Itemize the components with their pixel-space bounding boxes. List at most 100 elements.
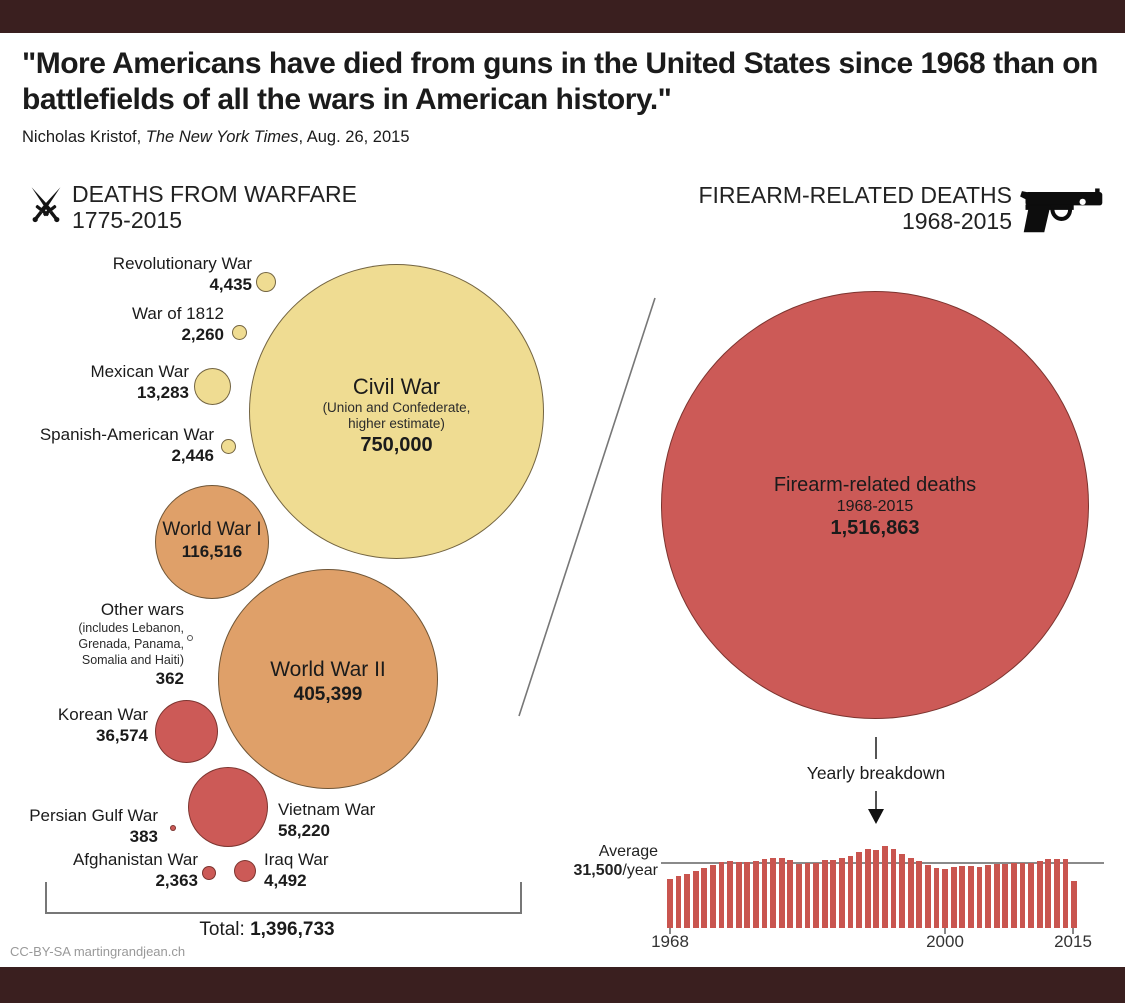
- year-bar-1970: [684, 873, 690, 928]
- war-value: 13,283: [137, 383, 189, 402]
- war-value: 405,399: [293, 684, 363, 705]
- year-bar-1996: [907, 857, 914, 928]
- war-name: World War I: [162, 519, 262, 540]
- war-name: Spanish-American War: [39, 425, 214, 444]
- year-bar-2000: [942, 868, 948, 928]
- label-iraq-war: Iraq War 4,492: [264, 849, 329, 891]
- yearly-breakdown-label: Yearly breakdown: [806, 763, 946, 783]
- bubble-persian-gulf-war: [170, 825, 176, 831]
- firearm-bubble-period: 1968-2015: [836, 498, 914, 515]
- war-value: 750,000: [360, 434, 433, 456]
- war-name: Afghanistan War: [72, 850, 198, 869]
- axis-label-2015: 2015: [1054, 932, 1092, 951]
- war-name: World War II: [270, 658, 386, 681]
- year-bar-2007: [1002, 863, 1009, 928]
- year-bar-1978: [753, 860, 759, 928]
- attribution-date: , Aug. 26, 2015: [298, 128, 410, 146]
- axis-label-1968: 1968: [651, 932, 689, 951]
- year-bar-2015: [1071, 880, 1077, 928]
- firearm-period: 1968-2015: [902, 208, 1012, 234]
- firearm-bubble-name: Firearm-related deaths: [773, 474, 977, 496]
- year-bar-1995: [899, 853, 905, 928]
- bubble-world-war-1: [155, 485, 269, 599]
- year-bar-1980: [770, 858, 776, 928]
- label-afghanistan-war: Afghanistan War 2,363: [73, 849, 198, 891]
- label-war-of-1812: War of 1812 2,260: [132, 303, 224, 345]
- label-world-war-1: World War I 116,516: [152, 519, 272, 563]
- bubble-other-wars: [187, 635, 193, 641]
- year-bar-1968: [667, 878, 673, 928]
- bubble-iraq-war: [234, 860, 256, 882]
- firearm-header: FIREARM-RELATED DEATHS 1968-2015: [698, 182, 1012, 234]
- war-value: 2,260: [181, 325, 224, 344]
- average-value: 31,500: [573, 862, 623, 879]
- year-bar-1969: [675, 876, 682, 928]
- war-name: War of 1812: [132, 304, 224, 323]
- yearly-bar-chart: [667, 828, 1079, 928]
- war-name: Vietnam War: [278, 800, 376, 819]
- war-note: (includes Lebanon,: [78, 621, 184, 635]
- year-bar-1975: [727, 860, 733, 928]
- year-bar-1979: [761, 859, 768, 928]
- year-bar-1976: [735, 861, 742, 928]
- warfare-title: DEATHS FROM WARFARE: [72, 181, 357, 207]
- label-revolutionary-war: Revolutionary War 4,435: [113, 253, 252, 295]
- average-suffix: /year: [622, 862, 658, 879]
- year-bar-1972: [701, 867, 708, 928]
- year-bar-1984: [804, 863, 811, 928]
- year-bar-2014: [1062, 858, 1069, 928]
- year-bar-1994: [890, 848, 897, 928]
- axis-tick-2000: [944, 928, 946, 934]
- bubble-mexican-war: [194, 368, 231, 405]
- war-value: 116,516: [181, 542, 243, 561]
- bubble-afghanistan-war: [202, 866, 216, 880]
- credit-license: CC-BY-SA martingrandjean.ch: [10, 944, 186, 959]
- war-name: Civil War: [352, 374, 441, 399]
- bubble-revolutionary-war: [256, 272, 276, 292]
- label-vietnam-war: Vietnam War 58,220: [278, 799, 375, 841]
- bubble-war-of-1812: [232, 325, 247, 340]
- year-bar-2002: [959, 865, 966, 928]
- bubble-civil-war: [249, 264, 544, 559]
- top-frame-bar: [0, 0, 1125, 33]
- war-value: 362: [155, 669, 184, 688]
- year-bar-1993: [882, 846, 888, 928]
- year-bar-2008: [1011, 862, 1017, 928]
- year-bar-1986: [821, 859, 828, 928]
- year-bar-1999: [933, 868, 940, 928]
- attribution-name: Nicholas Kristof,: [22, 128, 146, 146]
- total-value: 1,396,733: [250, 919, 335, 940]
- panel-divider-line: [518, 297, 656, 717]
- year-bar-1985: [813, 862, 819, 928]
- average-word: Average: [598, 843, 658, 860]
- crossed-swords-icon: [31, 187, 61, 223]
- label-korean-war: Korean War 36,574: [58, 704, 148, 746]
- label-other-wars: Other wars (includes Lebanon, Grenada, P…: [78, 599, 184, 689]
- year-bar-1977: [744, 861, 751, 928]
- year-bar-2004: [976, 867, 983, 928]
- quote-title: "More Americans have died from guns in t…: [22, 47, 1098, 116]
- firearm-bubble-value: 1,516,863: [830, 517, 920, 539]
- year-bar-1992: [873, 850, 880, 928]
- pistol-icon: [1020, 188, 1103, 233]
- total: Total: 1,396,733: [117, 919, 417, 941]
- war-value: 2,446: [171, 446, 214, 465]
- war-value: 4,435: [209, 275, 252, 294]
- year-bar-2009: [1019, 863, 1026, 928]
- attribution: Nicholas Kristof, The New York Times, Au…: [22, 128, 410, 147]
- war-name: Revolutionary War: [112, 254, 252, 273]
- firearm-title: FIREARM-RELATED DEATHS: [698, 182, 1012, 208]
- year-bar-1981: [778, 857, 785, 928]
- year-bar-2001: [950, 867, 957, 928]
- war-note: Grenada, Panama,: [78, 637, 184, 651]
- year-bar-2010: [1028, 862, 1034, 928]
- arrow-down-icon: [868, 809, 884, 824]
- year-bar-1982: [787, 860, 794, 928]
- year-bar-1971: [692, 871, 699, 928]
- arrow-line-top: [875, 737, 877, 759]
- label-mexican-war: Mexican War 13,283: [90, 361, 189, 403]
- year-bar-1990: [856, 851, 862, 928]
- axis-label-2000: 2000: [926, 932, 964, 951]
- axis-tick-1968: [669, 928, 671, 934]
- arrow-line-bottom: [875, 791, 877, 809]
